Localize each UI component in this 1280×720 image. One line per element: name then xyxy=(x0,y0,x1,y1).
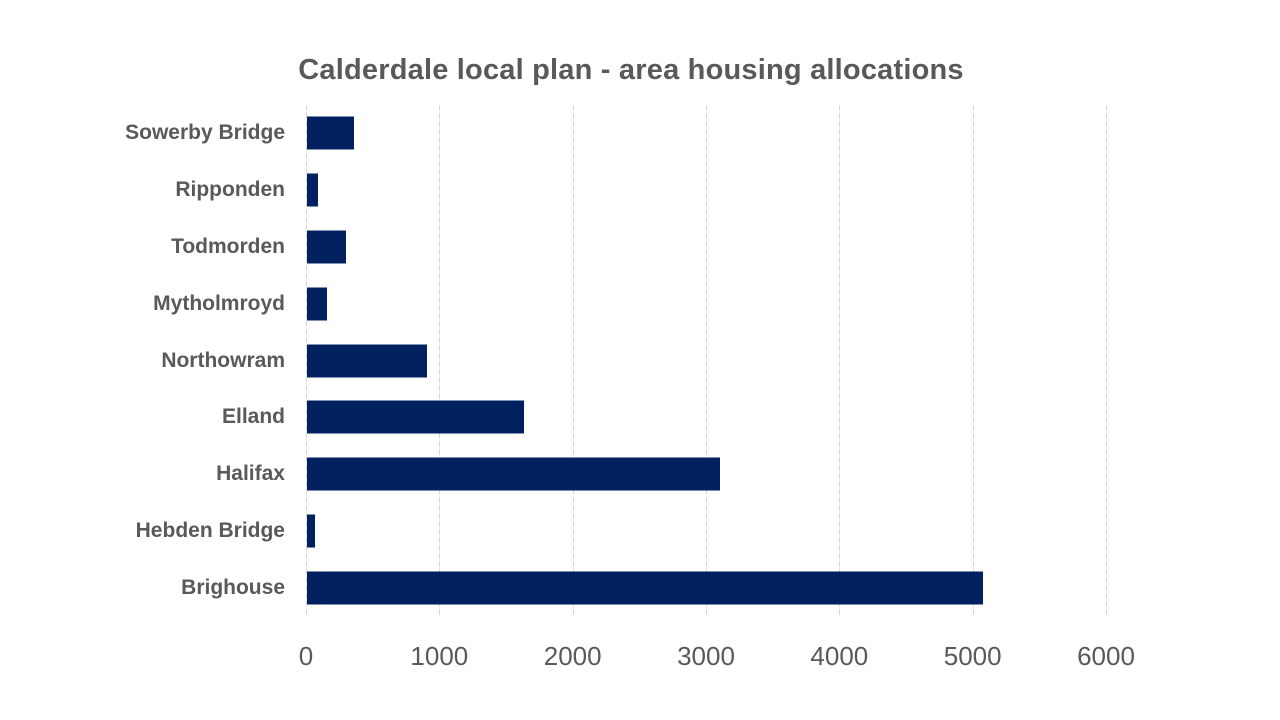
bar xyxy=(307,230,346,264)
gridline xyxy=(839,105,841,616)
gridline xyxy=(572,105,574,616)
x-tick-label: 3000 xyxy=(677,641,735,671)
bar xyxy=(307,344,427,377)
bar xyxy=(307,571,983,605)
bar xyxy=(307,116,354,150)
chart-title: Calderdale local plan - area housing all… xyxy=(298,54,964,86)
category-label: Sowerby Bridge xyxy=(125,121,285,145)
category-label: Hebden Bridge xyxy=(135,518,285,542)
x-tick-label: 1000 xyxy=(410,641,469,671)
gridline xyxy=(1106,105,1107,616)
category-label: Todmorden xyxy=(171,234,285,258)
category-label: Halifax xyxy=(216,462,285,486)
category-label: Ripponden xyxy=(175,178,285,202)
category-label: Mytholmroyd xyxy=(153,291,285,315)
bar xyxy=(307,400,524,434)
x-tick-label: 4000 xyxy=(810,641,869,671)
gridline xyxy=(706,105,707,616)
x-tick-label: 5000 xyxy=(943,641,1002,671)
gridline xyxy=(306,105,307,616)
x-tick-label: 2000 xyxy=(543,641,602,671)
bar xyxy=(307,457,721,491)
gridline xyxy=(439,105,441,616)
bar xyxy=(307,287,327,321)
bar xyxy=(307,173,319,207)
category-label: Northowram xyxy=(161,348,285,372)
x-tick-label: 6000 xyxy=(1077,641,1135,671)
x-tick-label: 0 xyxy=(298,641,314,671)
category-label: Brighouse xyxy=(181,575,285,599)
category-label: Elland xyxy=(221,405,285,429)
gridline xyxy=(972,105,974,616)
bar xyxy=(307,514,315,548)
